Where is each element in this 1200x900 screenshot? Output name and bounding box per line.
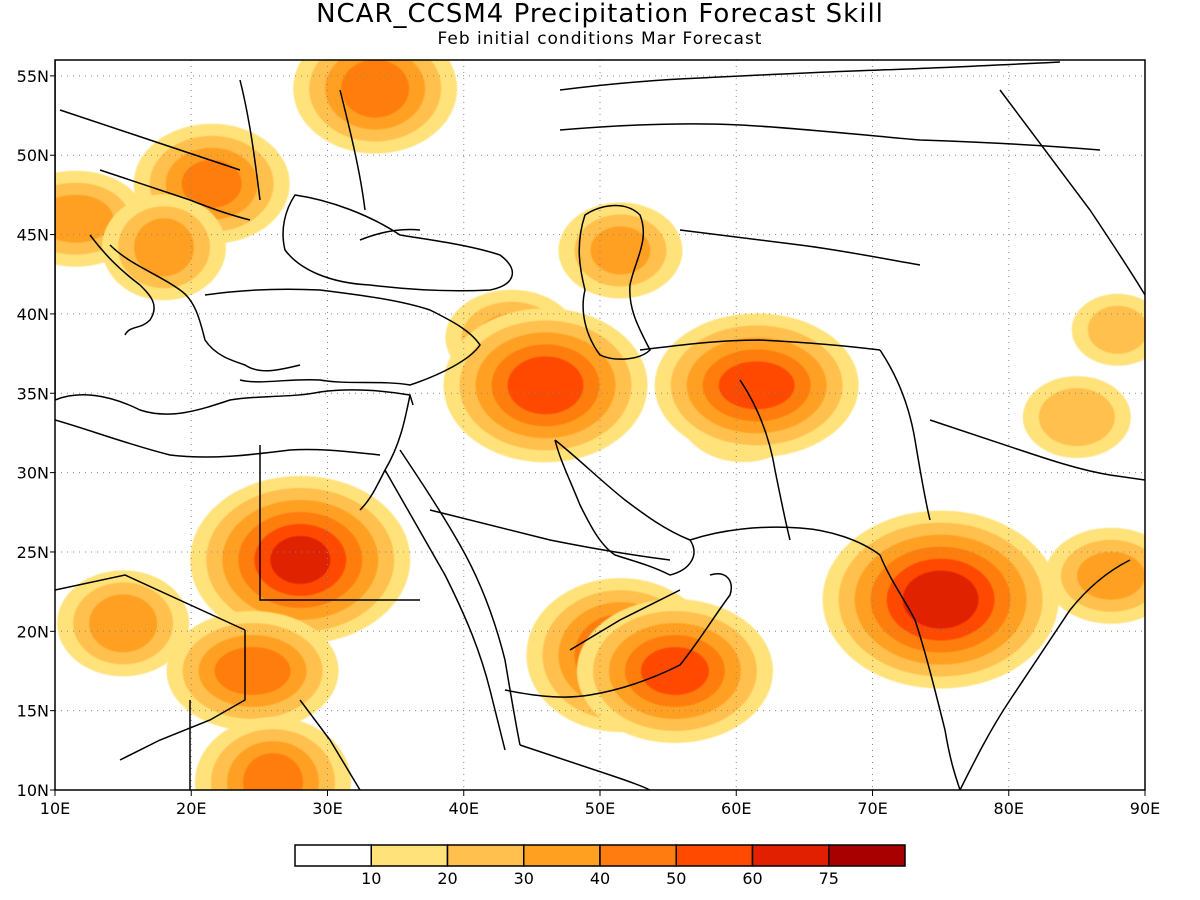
skill-region xyxy=(1044,527,1145,624)
colorbar-swatch xyxy=(828,844,906,867)
colorbar-swatch xyxy=(523,844,601,867)
skill-contour xyxy=(214,646,291,695)
skill-contour xyxy=(507,356,584,415)
colorbar-label: 60 xyxy=(742,869,762,888)
skill-region xyxy=(576,598,773,743)
lat-tick-label: 20N xyxy=(17,622,49,641)
skill-contour xyxy=(89,594,158,653)
lon-tick-label: 20E xyxy=(176,799,206,818)
lat-tick-label: 15N xyxy=(17,702,49,721)
lat-tick-label: 35N xyxy=(17,384,49,403)
skill-region xyxy=(57,570,190,677)
colorbar-label: 40 xyxy=(590,869,610,888)
lon-tick-label: 90E xyxy=(1130,799,1160,818)
colorbar-swatch xyxy=(294,844,372,867)
skill-fill-layer xyxy=(55,60,1145,790)
lat-tick-label: 55N xyxy=(17,67,49,86)
coastline-layer xyxy=(55,60,1145,790)
lat-tick-label: 40N xyxy=(17,305,49,324)
lat-tick-label: 10N xyxy=(17,781,49,800)
lon-tick-label: 30E xyxy=(312,799,342,818)
lat-tick-label: 30N xyxy=(17,464,49,483)
colorbar-swatch xyxy=(675,844,754,867)
colorbar-swatch xyxy=(751,844,830,867)
skill-region xyxy=(558,202,683,299)
skill-contour xyxy=(718,361,795,410)
skill-contour xyxy=(181,159,242,208)
colorbar-label: 20 xyxy=(437,869,457,888)
skill-contour xyxy=(134,218,194,277)
lon-tick-label: 40E xyxy=(449,799,479,818)
colorbar-swatch xyxy=(446,844,525,867)
skill-region xyxy=(293,60,458,154)
lon-tick-label: 70E xyxy=(857,799,887,818)
colorbar-legend: 10 20 30 40 50 60 75 xyxy=(294,844,906,888)
skill-contour xyxy=(243,753,303,790)
lat-tick-label: 45N xyxy=(17,226,49,245)
skill-region xyxy=(822,510,1059,689)
skill-contour xyxy=(1087,305,1145,354)
lat-tick-label: 25N xyxy=(17,543,49,562)
skill-contour xyxy=(640,646,709,695)
skill-contour xyxy=(902,570,979,629)
colorbar-label: 30 xyxy=(514,869,534,888)
skill-contour xyxy=(55,194,114,243)
colorbar-swatch xyxy=(370,844,449,867)
skill-region xyxy=(1071,293,1145,366)
longitude-axis: 10E 20E 30E 40E 50E 60E 70E 80E 90E xyxy=(40,799,1160,818)
skill-region xyxy=(102,194,226,301)
axis-ticks xyxy=(50,75,1146,796)
skill-region xyxy=(195,717,351,790)
colorbar-swatch xyxy=(599,844,677,867)
skill-contour xyxy=(341,60,410,118)
colorbar-label: 50 xyxy=(666,869,686,888)
lat-tick-label: 50N xyxy=(17,146,49,165)
skill-region xyxy=(1022,376,1131,459)
skill-contour xyxy=(590,226,651,275)
skill-region xyxy=(190,475,411,644)
lon-tick-label: 60E xyxy=(721,799,751,818)
lon-tick-label: 10E xyxy=(40,799,70,818)
skill-contour xyxy=(1076,551,1145,600)
map-subtitle: Feb initial conditions Mar Forecast xyxy=(437,29,763,49)
latitude-axis: 10N 15N 20N 25N 30N 35N 40N 45N 50N 55N xyxy=(17,67,49,800)
skill-contour xyxy=(270,535,331,584)
map-title: NCAR_CCSM4 Precipitation Forecast Skill xyxy=(316,0,884,29)
skill-region xyxy=(654,313,859,458)
lon-tick-label: 50E xyxy=(585,799,615,818)
skill-region xyxy=(166,610,339,731)
colorbar-label: 75 xyxy=(819,869,839,888)
skill-contour xyxy=(1038,388,1115,447)
lon-tick-label: 80E xyxy=(994,799,1024,818)
skill-region xyxy=(443,308,648,463)
colorbar-label: 10 xyxy=(361,869,381,888)
